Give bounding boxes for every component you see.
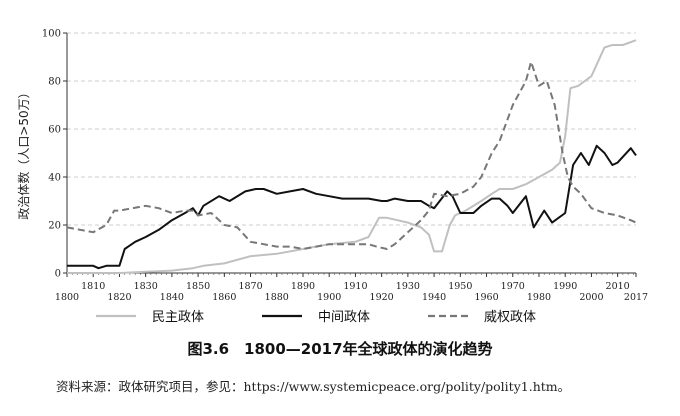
x-tick-label: 1920 (370, 292, 394, 303)
x-tick-label: 1810 (81, 281, 105, 292)
legend-label-2: 中间政体 (318, 310, 370, 325)
y-tick-label: 100 (42, 29, 61, 40)
series-line-3 (66, 60, 637, 250)
y-axis-label: 政治体数（人口>50万） (16, 86, 31, 219)
y-tick-label: 60 (48, 125, 61, 136)
x-tick-label: 2000 (579, 292, 603, 303)
y-tick-label: 0 (55, 269, 61, 280)
x-tick-label: 1830 (134, 281, 158, 292)
x-tick-label: 1990 (553, 281, 577, 292)
x-tick-label: 1870 (238, 281, 262, 292)
x-tick-label: 1950 (448, 281, 472, 292)
series-line-2 (67, 144, 637, 270)
x-tick-label: 1800 (55, 292, 79, 303)
legend-label-3: 威权政体 (484, 309, 536, 325)
source-note: 资料来源：政体研究项目，参见：https://www.systemicpeace… (56, 379, 571, 394)
x-tick-label: 1820 (107, 292, 131, 303)
x-tick-label: 1960 (474, 292, 498, 303)
y-tick-label: 40 (48, 173, 61, 184)
x-tick-label: 1910 (343, 281, 367, 292)
x-tick-label: 1970 (501, 281, 525, 292)
y-tick-label: 20 (48, 221, 61, 232)
series-line-1 (67, 39, 637, 274)
y-tick-label: 80 (48, 77, 61, 88)
x-tick-label: 2017 (624, 292, 648, 303)
x-tick-label: 1930 (396, 281, 420, 292)
x-tick-label: 1860 (212, 292, 236, 303)
chart: 0 20 40 60 80 100 1800181018201830184018501860… (16, 29, 648, 326)
legend-label-1: 民主政体 (152, 310, 204, 325)
figure-caption: 图3.6 1800—2017年全球政体的演化趋势 (187, 340, 493, 358)
x-tick-label: 1840 (160, 292, 184, 303)
x-tick-label: 1900 (317, 292, 341, 303)
x-tick-label: 2010 (606, 281, 630, 292)
x-tick-label: 1850 (186, 281, 210, 292)
x-tick-label: 1880 (265, 292, 289, 303)
x-tick-label: 1940 (422, 292, 446, 303)
x-tick-label: 1890 (291, 281, 315, 292)
x-tick-label: 1980 (527, 292, 551, 303)
